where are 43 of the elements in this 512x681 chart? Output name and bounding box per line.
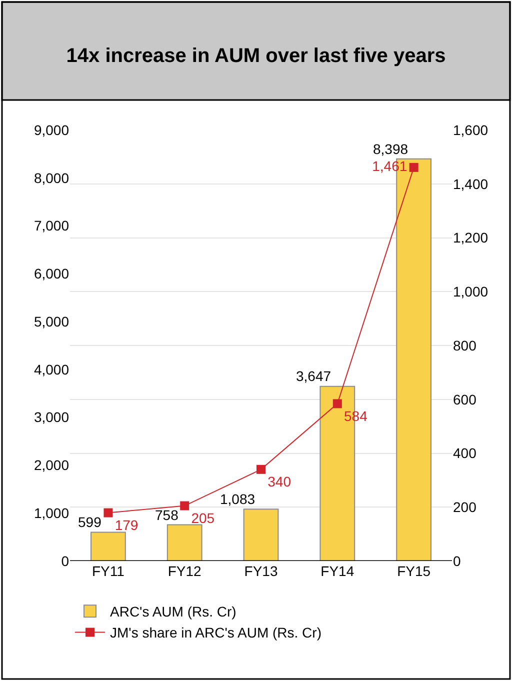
bar xyxy=(243,508,279,561)
y2-tick-label: 1,400 xyxy=(453,176,488,192)
x-tick-label: FY11 xyxy=(92,563,125,579)
data-label: 1,083 xyxy=(220,491,256,507)
data-label: 8,398 xyxy=(373,141,408,157)
y-tick-label: 0 xyxy=(61,552,70,569)
y2-tick-label: 1,200 xyxy=(453,230,488,246)
y2-tick-label: 0 xyxy=(453,552,461,569)
data-label: 340 xyxy=(268,474,292,490)
y-tick-label: 6,000 xyxy=(34,266,70,282)
y-tick-label: 9,000 xyxy=(34,122,70,138)
y-tick-label: 4,000 xyxy=(34,361,70,378)
point xyxy=(104,508,113,518)
y2-tick-label: 1,000 xyxy=(453,284,488,300)
data-label: 179 xyxy=(114,516,138,533)
legend-label: ARC's AUM (Rs. Cr) xyxy=(110,604,236,620)
data-label: 599 xyxy=(78,514,102,530)
x-tick-label: FY12 xyxy=(168,563,202,579)
y2-tick-label: 800 xyxy=(453,337,477,354)
data-label: 3,647 xyxy=(296,368,332,384)
chart-title: 14x increase in AUM over last five years xyxy=(66,45,446,67)
point xyxy=(256,464,266,474)
point xyxy=(409,162,418,172)
x-tick-label: FY13 xyxy=(244,563,278,579)
x-tick-label: FY14 xyxy=(320,563,354,579)
x-tick-label: FY15 xyxy=(397,563,431,579)
point xyxy=(332,399,342,408)
data-label: 205 xyxy=(191,510,215,526)
data-label: 758 xyxy=(155,507,179,523)
y2-tick-label: 1,600 xyxy=(453,122,488,138)
legend-label: JM's share in ARC's AUM (Rs. Cr) xyxy=(110,624,322,641)
y2-tick-label: 200 xyxy=(453,499,477,516)
y-tick-label: 2,000 xyxy=(34,457,70,474)
y2-tick-label: 600 xyxy=(453,391,477,408)
y2-tick-label: 400 xyxy=(453,445,477,462)
bar xyxy=(166,524,202,561)
y-tick-label: 8,000 xyxy=(34,170,70,186)
y-tick-label: 3,000 xyxy=(34,409,70,426)
bar xyxy=(90,532,126,561)
y-tick-label: 5,000 xyxy=(34,313,70,330)
y-tick-label: 7,000 xyxy=(34,218,70,234)
point xyxy=(180,501,190,510)
y-tick-label: 1,000 xyxy=(34,505,70,522)
